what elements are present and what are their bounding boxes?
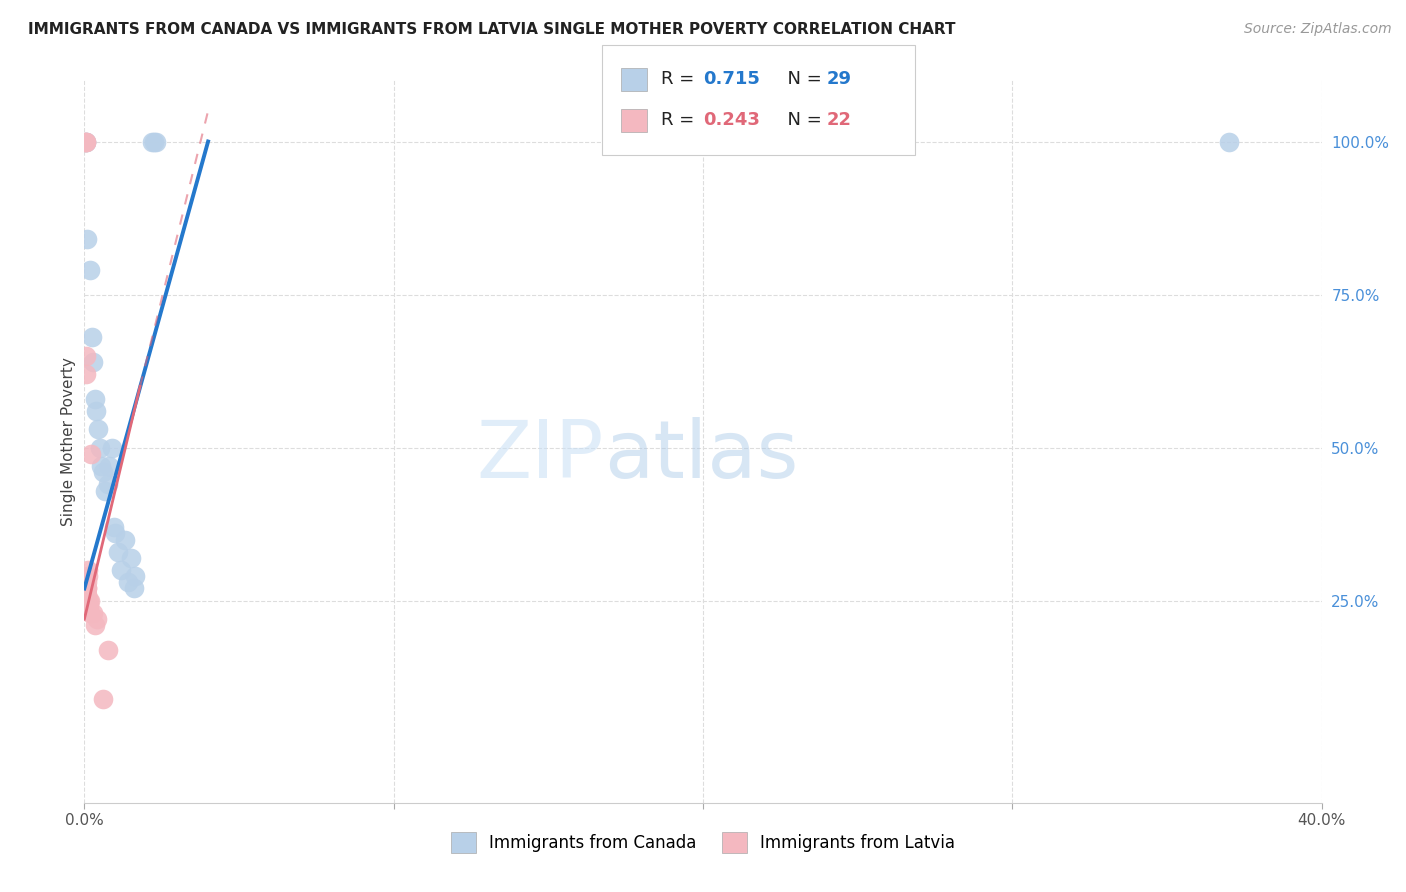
Point <box>110 563 132 577</box>
Point <box>79 263 101 277</box>
Point <box>79 593 101 607</box>
Point <box>91 691 114 706</box>
Point <box>91 465 114 479</box>
Point <box>75 135 97 149</box>
Point <box>76 563 98 577</box>
Point <box>75 135 97 149</box>
Point <box>107 545 129 559</box>
Text: Source: ZipAtlas.com: Source: ZipAtlas.com <box>1244 22 1392 37</box>
Point <box>104 526 127 541</box>
Point <box>82 330 104 344</box>
Point <box>75 135 97 149</box>
Text: IMMIGRANTS FROM CANADA VS IMMIGRANTS FROM LATVIA SINGLE MOTHER POVERTY CORRELATI: IMMIGRANTS FROM CANADA VS IMMIGRANTS FRO… <box>28 22 956 37</box>
Point <box>101 441 124 455</box>
Point <box>84 404 107 418</box>
Text: N =: N = <box>776 70 828 88</box>
Point <box>76 582 98 596</box>
Text: 22: 22 <box>827 112 852 129</box>
Text: 0.243: 0.243 <box>703 112 759 129</box>
Point <box>124 569 146 583</box>
Point <box>86 612 108 626</box>
Point <box>145 135 167 149</box>
Text: N =: N = <box>776 112 828 129</box>
Point <box>83 392 105 406</box>
Point <box>90 458 112 473</box>
Point <box>76 575 98 590</box>
Text: R =: R = <box>661 112 700 129</box>
Y-axis label: Single Mother Poverty: Single Mother Poverty <box>60 357 76 526</box>
Point <box>96 642 118 657</box>
Point <box>80 447 103 461</box>
Point <box>94 483 117 498</box>
Point <box>82 606 104 620</box>
Point <box>87 422 110 436</box>
Point <box>77 569 100 583</box>
Point <box>75 367 97 381</box>
Text: ZIP: ZIP <box>477 417 605 495</box>
Point <box>1218 135 1240 149</box>
Point <box>84 618 107 632</box>
Point <box>122 582 145 596</box>
Point <box>141 135 163 149</box>
Point <box>96 477 118 491</box>
Text: R =: R = <box>661 70 700 88</box>
Point <box>76 232 98 246</box>
Point <box>75 135 97 149</box>
Point <box>76 582 98 596</box>
Point <box>120 550 142 565</box>
Point <box>103 520 125 534</box>
Legend: Immigrants from Canada, Immigrants from Latvia: Immigrants from Canada, Immigrants from … <box>444 826 962 860</box>
Point <box>75 349 97 363</box>
Point <box>89 441 111 455</box>
Point <box>76 588 98 602</box>
Point <box>75 135 97 149</box>
Point <box>117 575 139 590</box>
Point <box>98 458 121 473</box>
Point <box>82 355 104 369</box>
Text: 29: 29 <box>827 70 852 88</box>
Text: 0.715: 0.715 <box>703 70 759 88</box>
Point <box>143 135 166 149</box>
Point <box>76 588 98 602</box>
Point <box>114 533 136 547</box>
Text: atlas: atlas <box>605 417 799 495</box>
Point <box>79 599 101 614</box>
Point <box>77 593 100 607</box>
Point <box>79 606 101 620</box>
